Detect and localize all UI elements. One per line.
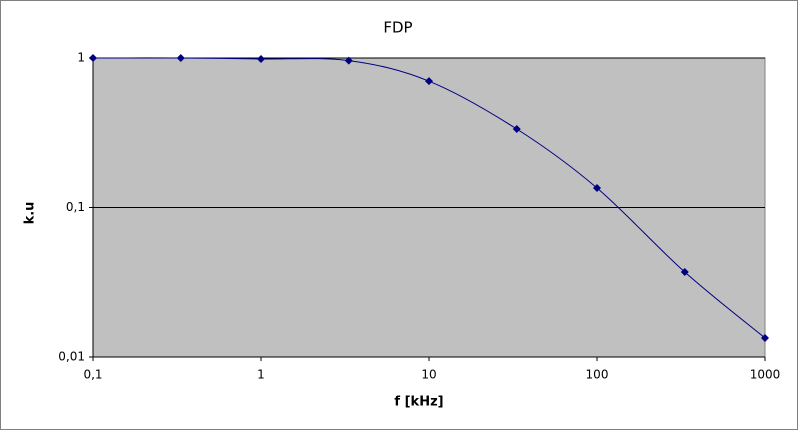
data-point <box>257 54 265 63</box>
y-tick-label: 0,01 <box>58 350 85 364</box>
x-tick-label: 100 <box>586 368 609 382</box>
x-tick-label: 0,1 <box>83 368 102 382</box>
chart-title: FDP <box>383 19 412 37</box>
series-line <box>92 57 766 339</box>
y-tick-label: 1 <box>77 51 85 65</box>
data-point <box>512 125 521 134</box>
y-axis-label: k.u <box>23 202 38 225</box>
data-point <box>761 333 769 342</box>
data-point <box>344 56 353 65</box>
data-point <box>593 184 601 193</box>
data-point <box>425 77 433 86</box>
data-point <box>176 54 185 62</box>
data-point <box>680 268 689 277</box>
x-tick-label: 10 <box>421 368 436 382</box>
y-tick-label: 0,1 <box>66 200 85 214</box>
x-tick-label: 1000 <box>750 368 781 382</box>
x-tick-label: 1 <box>257 368 265 382</box>
data-point <box>89 54 97 62</box>
x-axis-label: f [kHz] <box>394 395 443 410</box>
